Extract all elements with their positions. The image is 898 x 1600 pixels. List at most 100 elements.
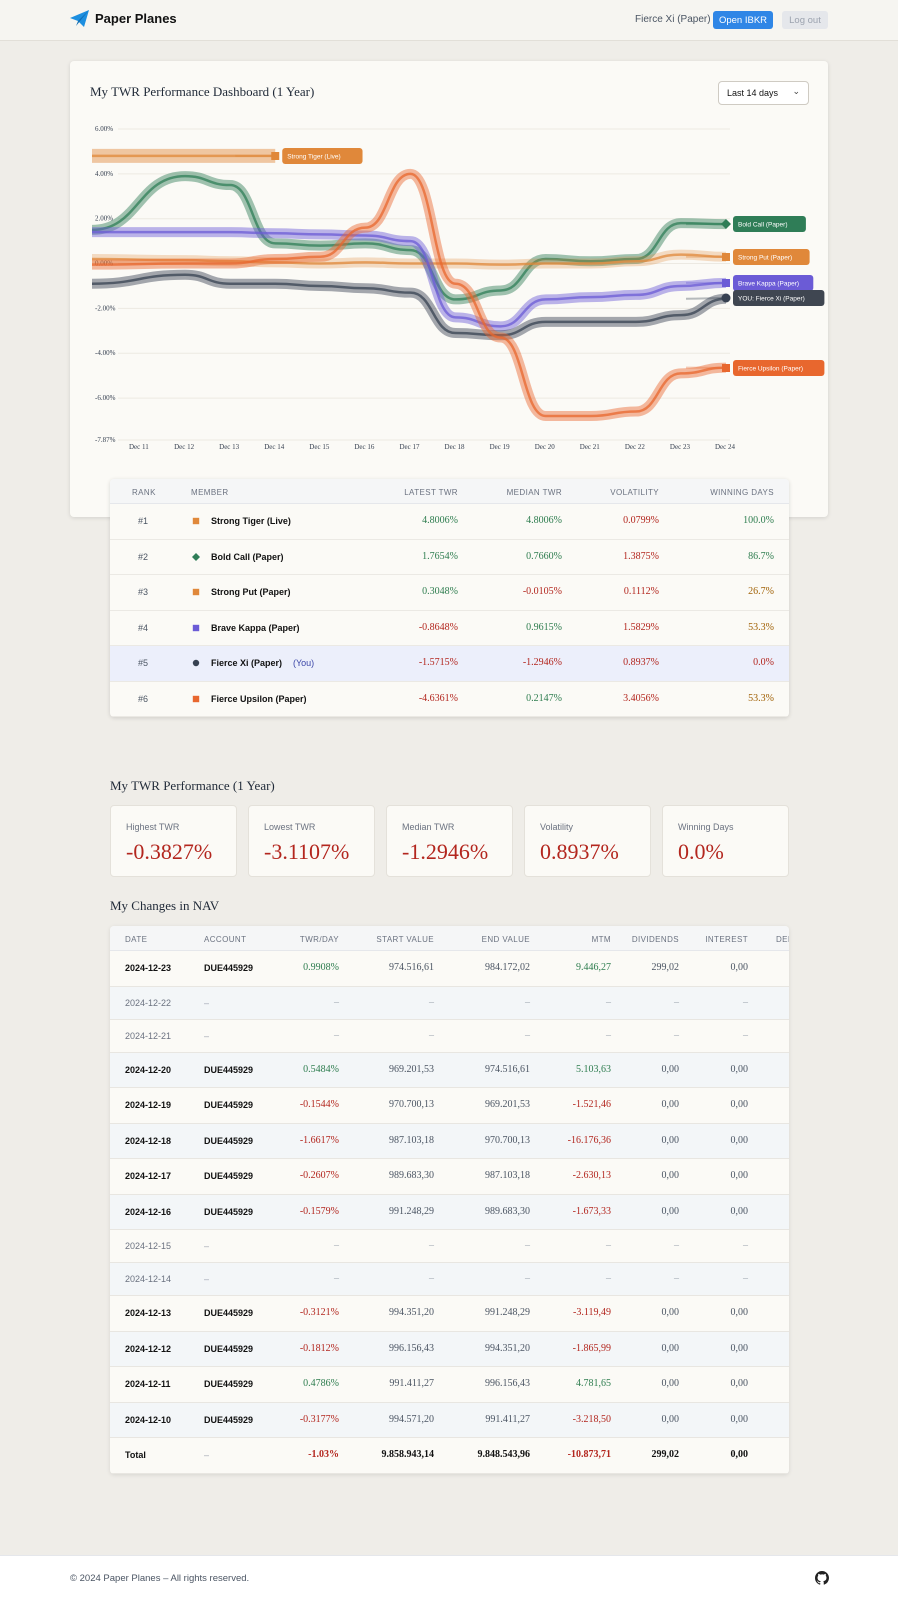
nav-start-value: 994.351,20 bbox=[389, 1307, 434, 1318]
x-tick-label: Dec 18 bbox=[445, 443, 466, 451]
stat-value: -0.3827% bbox=[126, 839, 213, 864]
logout-button[interactable]: Log out bbox=[782, 11, 828, 29]
nav-date: 2024-12-15 bbox=[125, 1241, 172, 1251]
volatility: 0.1112% bbox=[623, 586, 659, 597]
volatility: 0.0799% bbox=[623, 515, 659, 526]
you-badge: (You) bbox=[293, 658, 315, 668]
col-twr-day: TWR/DAY bbox=[299, 935, 339, 944]
nav-twr: -0.1544% bbox=[299, 1099, 339, 1110]
series-end-marker bbox=[722, 364, 730, 372]
leaderboard-row[interactable]: #5 Fierce Xi (Paper) (You) -1.5715% -1.2… bbox=[110, 646, 789, 682]
nav-mtm: -1.673,33 bbox=[572, 1205, 611, 1217]
nav-start-value: 974.516,61 bbox=[389, 962, 434, 973]
nav-dividends: 0,00 bbox=[661, 1099, 680, 1110]
leaderboard-row[interactable]: #4 Brave Kappa (Paper) -0.8648% 0.9615% … bbox=[110, 611, 789, 646]
nav-account: DUE445929 bbox=[204, 1379, 254, 1389]
nav-end-value: 974.516,61 bbox=[485, 1063, 530, 1075]
member-name: Bold Call (Paper) bbox=[211, 551, 284, 562]
col-account: ACCOUNT bbox=[204, 935, 247, 944]
nav-end-value: – bbox=[525, 996, 530, 1008]
nav-dividends: – bbox=[674, 1240, 679, 1251]
member-marker-icon bbox=[192, 517, 200, 527]
nav-end-value: 987.103,18 bbox=[485, 1170, 530, 1181]
dashboard-card: My TWR Performance Dashboard (1 Year) La… bbox=[70, 61, 828, 517]
stat-value: 0.8937% bbox=[540, 839, 619, 864]
rank: #5 bbox=[138, 658, 149, 668]
nav-date: 2024-12-17 bbox=[125, 1171, 172, 1181]
nav-row: 2024-12-21 – – – – – – – bbox=[110, 1020, 789, 1053]
nav-row: 2024-12-13 DUE445929 -0.3121% 994.351,20… bbox=[110, 1296, 789, 1332]
x-tick-label: Dec 22 bbox=[625, 443, 646, 451]
nav-twr: -1.6617% bbox=[299, 1134, 339, 1146]
col-extra: DEI bbox=[776, 935, 789, 944]
nav-twr: 0.9908% bbox=[303, 962, 339, 973]
nav-total-row: Total – -1.03% 9.858.943,14 9.848.543,96… bbox=[110, 1438, 789, 1474]
col-latest-twr: LATEST TWR bbox=[404, 488, 458, 497]
member-name: Fierce Upsilon (Paper) bbox=[211, 693, 307, 704]
series-label-bg bbox=[733, 275, 814, 291]
nav-mtm: -2.630,13 bbox=[572, 1170, 611, 1181]
nav-twr: 0.5484% bbox=[303, 1063, 339, 1075]
x-tick-label: Dec 15 bbox=[309, 443, 330, 451]
nav-dividends: 299,02 bbox=[651, 962, 680, 973]
median-twr: 0.7660% bbox=[526, 550, 562, 562]
nav-account: DUE445929 bbox=[204, 1064, 254, 1075]
chevron-down-icon: ⌄ bbox=[792, 86, 800, 96]
nav-dividends: 0,00 bbox=[661, 1170, 680, 1181]
brand[interactable]: Paper Planes bbox=[70, 10, 177, 27]
member-marker-icon bbox=[192, 588, 200, 598]
nav-account: DUE445929 bbox=[204, 1414, 254, 1425]
nav-account: DUE445929 bbox=[204, 1100, 254, 1110]
nav-account: DUE445929 bbox=[204, 1206, 254, 1217]
leaderboard-row[interactable]: #2 Bold Call (Paper) 1.7654% 0.7660% 1.3… bbox=[110, 540, 789, 575]
leaderboard-row[interactable]: #3 Strong Put (Paper) 0.3048% -0.0105% 0… bbox=[110, 575, 789, 611]
winning-days: 100.0% bbox=[743, 515, 774, 526]
latest-twr: 1.7654% bbox=[422, 550, 458, 562]
leaderboard-row[interactable]: #6 Fierce Upsilon (Paper) -4.6361% 0.214… bbox=[110, 682, 789, 717]
nav-mtm: -3.218,50 bbox=[572, 1413, 611, 1425]
nav-twr: -0.1579% bbox=[299, 1205, 339, 1217]
open-ibkr-button[interactable]: Open IBKR bbox=[713, 11, 773, 29]
nav-twr: -0.1812% bbox=[299, 1342, 339, 1354]
nav-dividends: 0,00 bbox=[661, 1342, 680, 1354]
nav-account: – bbox=[204, 1450, 210, 1460]
stat-value: 0.0% bbox=[678, 839, 724, 864]
nav-mtm: – bbox=[606, 1240, 611, 1251]
nav-interest: – bbox=[743, 1029, 748, 1041]
member-marker-icon bbox=[192, 552, 200, 563]
col-dividends: DIVIDENDS bbox=[631, 935, 679, 944]
nav-end-value: 989.683,30 bbox=[485, 1205, 530, 1217]
nav-account: – bbox=[204, 1241, 210, 1251]
dashboard-title: My TWR Performance Dashboard (1 Year) bbox=[90, 84, 315, 99]
median-twr: -1.2946% bbox=[522, 657, 562, 668]
nav-interest: 0,00 bbox=[730, 1413, 749, 1425]
nav-dividends: 0,00 bbox=[661, 1307, 680, 1318]
rank: #6 bbox=[138, 693, 149, 704]
nav-start-value: 994.571,20 bbox=[389, 1413, 434, 1425]
median-twr: -0.0105% bbox=[522, 586, 562, 597]
latest-twr: -4.6361% bbox=[418, 692, 458, 704]
x-tick-label: Dec 11 bbox=[129, 443, 149, 451]
top-bar: Paper Planes Fierce Xi (Paper) Open IBKR… bbox=[0, 0, 898, 41]
volatility: 1.3875% bbox=[623, 550, 659, 562]
series-label-text: Bold Call (Paper) bbox=[738, 222, 788, 229]
nav-header: DATE ACCOUNT TWR/DAY START VALUE END VAL… bbox=[110, 926, 789, 951]
footer: © 2024 Paper Planes – All rights reserve… bbox=[0, 1555, 898, 1600]
col-volatility: VOLATILITY bbox=[610, 488, 659, 497]
range-select[interactable]: Last 14 days ⌄ bbox=[718, 81, 809, 105]
nav-interest: 0,00 bbox=[730, 1170, 749, 1181]
nav-row: 2024-12-15 – – – – – – – bbox=[110, 1230, 789, 1263]
github-icon[interactable] bbox=[815, 1571, 829, 1585]
nav-twr: – bbox=[334, 1273, 339, 1284]
rank: #3 bbox=[138, 587, 149, 597]
nav-row: 2024-12-17 DUE445929 -0.2607% 989.683,30… bbox=[110, 1159, 789, 1195]
nav-account: DUE445929 bbox=[204, 963, 254, 973]
nav-start-value: – bbox=[429, 1240, 434, 1251]
series-end-marker bbox=[271, 152, 280, 160]
nav-dividends: 299,02 bbox=[651, 1449, 680, 1460]
leaderboard-row[interactable]: #1 Strong Tiger (Live) 4.8006% 4.8006% 0… bbox=[110, 504, 789, 540]
nav-twr: – bbox=[334, 996, 339, 1008]
series-connector bbox=[685, 297, 727, 300]
range-select-value: Last 14 days bbox=[727, 88, 779, 98]
member-marker-icon bbox=[192, 695, 200, 705]
